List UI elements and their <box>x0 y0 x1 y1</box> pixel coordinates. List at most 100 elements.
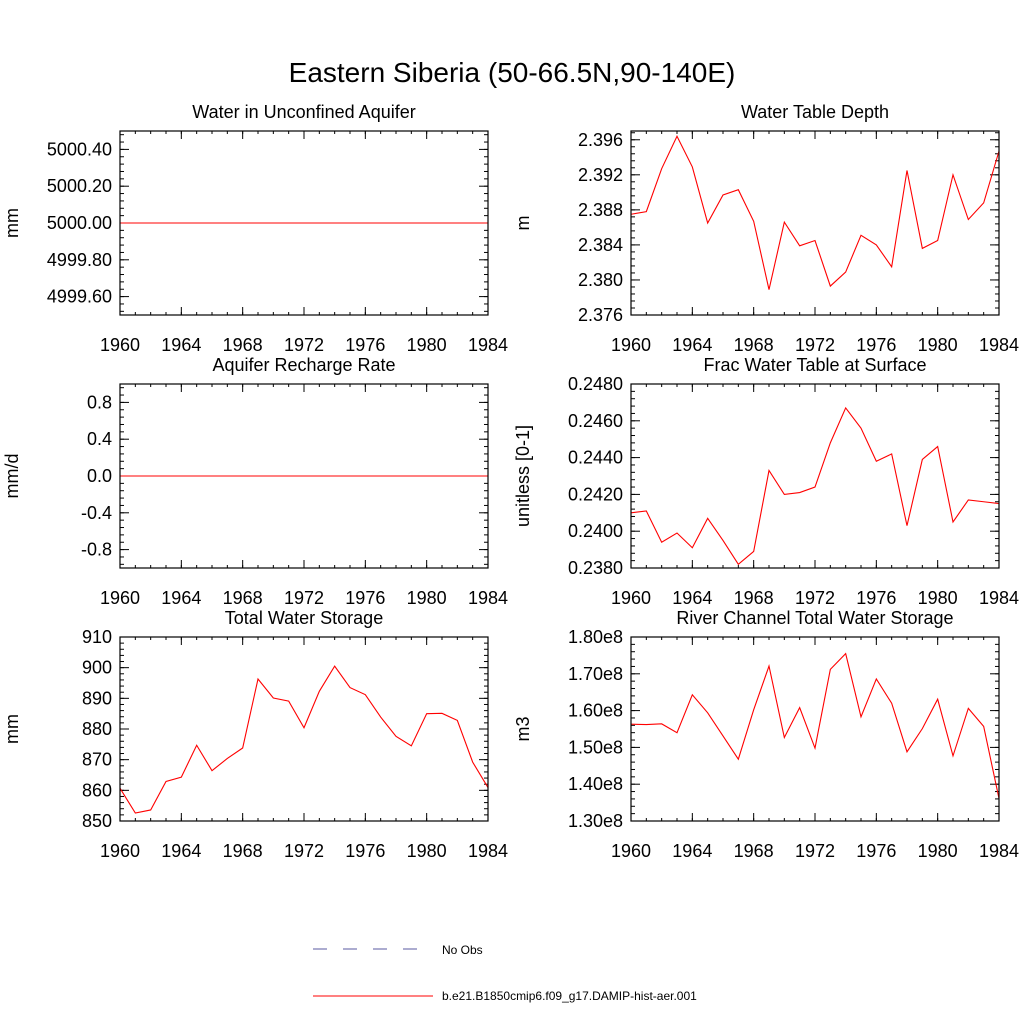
y-tick-label: 1.80e8 <box>568 627 623 647</box>
panel-4: Frac Water Table at Surface unitless [0-1… <box>513 355 1019 608</box>
y-tick-label: 4999.60 <box>47 287 112 307</box>
x-tick-label: 1968 <box>223 588 263 608</box>
y-tick-label: 1.70e8 <box>568 664 623 684</box>
x-tick-label: 1960 <box>611 335 651 355</box>
x-tick-label: 1972 <box>284 841 324 861</box>
panel-6: River Channel Total Water Storage m3 1960 1… <box>513 608 1019 861</box>
plot-frame <box>630 383 1000 569</box>
y-tick-label: 4999.80 <box>47 250 112 270</box>
x-tick-label: 1960 <box>611 841 651 861</box>
y-tick-label: 2.380 <box>578 270 623 290</box>
y-tick-label: 850 <box>82 811 112 831</box>
legend: No Obs b.e21.B1850cmip6.f09_g17.DAMIP-hi… <box>313 943 697 1003</box>
y-axis-label: m3 <box>513 716 533 741</box>
x-tick-label: 1976 <box>345 335 385 355</box>
x-tick-label: 1980 <box>407 841 447 861</box>
y-tick-label: 1.40e8 <box>568 774 623 794</box>
panel-5: Total Water Storage mm 1960 1964 1968 1972 197… <box>2 608 508 861</box>
x-tick-label: 1968 <box>734 588 774 608</box>
x-tick-label: 1984 <box>979 841 1019 861</box>
x-tick-label: 1984 <box>979 335 1019 355</box>
x-tick-label: 1964 <box>161 335 201 355</box>
y-tick-label: 0.2400 <box>568 521 623 541</box>
y-tick-label: 5000.40 <box>47 139 112 159</box>
legend-label-model: b.e21.B1850cmip6.f09_g17.DAMIP-hist-aer.… <box>442 989 697 1003</box>
y-tick-label: 1.60e8 <box>568 701 623 721</box>
series-line <box>119 665 489 814</box>
y-tick-label: 0.2460 <box>568 411 623 431</box>
panel-title: Water in Unconfined Aquifer <box>192 102 415 122</box>
plot-frame <box>630 130 1000 316</box>
y-tick-label: 2.396 <box>578 130 623 150</box>
panel-1: Water in Unconfined Aquifer mm 1960 1964 196… <box>2 102 508 355</box>
x-tick-label: 1984 <box>468 335 508 355</box>
x-tick-label: 1976 <box>856 841 896 861</box>
y-tick-label: 900 <box>82 658 112 678</box>
panel-title: Aquifer Recharge Rate <box>212 355 395 375</box>
y-axis-label: m <box>513 216 533 231</box>
figure-title: Eastern Siberia (50-66.5N,90-140E) <box>289 57 736 88</box>
x-tick-label: 1980 <box>918 335 958 355</box>
x-tick-label: 1972 <box>795 588 835 608</box>
x-tick-label: 1972 <box>284 588 324 608</box>
x-tick-label: 1964 <box>672 588 712 608</box>
panels: Water in Unconfined Aquifer mm 1960 1964 196… <box>2 102 1019 861</box>
plot-frame <box>630 636 1000 822</box>
panel-title: Water Table Depth <box>741 102 889 122</box>
y-tick-label: 870 <box>82 750 112 770</box>
panel-title: Total Water Storage <box>225 608 383 628</box>
x-tick-label: 1980 <box>918 841 958 861</box>
x-tick-label: 1968 <box>223 335 263 355</box>
panel-2: Water Table Depth m 1960 1964 1968 1972 1976 19… <box>513 102 1019 355</box>
x-tick-label: 1964 <box>161 841 201 861</box>
y-tick-label: 2.376 <box>578 305 623 325</box>
x-tick-label: 1976 <box>345 841 385 861</box>
x-tick-label: 1972 <box>284 335 324 355</box>
y-axis-label: unitless [0-1] <box>513 425 533 527</box>
series-line <box>630 406 1000 566</box>
x-tick-label: 1984 <box>468 841 508 861</box>
x-tick-label: 1984 <box>979 588 1019 608</box>
x-tick-label: 1980 <box>407 335 447 355</box>
y-tick-label: 2.384 <box>578 235 623 255</box>
y-tick-label: 2.388 <box>578 200 623 220</box>
y-axis-label: mm <box>2 714 22 744</box>
x-tick-label: 1960 <box>611 588 651 608</box>
x-tick-label: 1972 <box>795 335 835 355</box>
y-tick-label: 910 <box>82 627 112 647</box>
x-tick-label: 1976 <box>856 588 896 608</box>
x-tick-label: 1980 <box>407 588 447 608</box>
plot-frame <box>119 383 489 569</box>
series-line <box>630 135 1000 290</box>
y-tick-label: 0.2380 <box>568 558 623 578</box>
plot-frame <box>119 636 489 822</box>
y-axis-label: mm <box>2 208 22 238</box>
y-tick-label: -0.4 <box>81 503 112 523</box>
y-tick-label: 860 <box>82 780 112 800</box>
y-tick-label: 0.8 <box>87 392 112 412</box>
legend-label-no-obs: No Obs <box>442 943 483 957</box>
y-tick-label: 890 <box>82 688 112 708</box>
x-tick-label: 1960 <box>100 841 140 861</box>
x-tick-label: 1964 <box>161 588 201 608</box>
plot-frame <box>119 130 489 316</box>
x-tick-label: 1960 <box>100 588 140 608</box>
y-tick-label: 5000.20 <box>47 176 112 196</box>
y-tick-label: 2.392 <box>578 165 623 185</box>
x-tick-label: 1968 <box>734 335 774 355</box>
y-tick-label: 1.50e8 <box>568 737 623 757</box>
y-tick-label: 0.2480 <box>568 374 623 394</box>
y-tick-label: 880 <box>82 719 112 739</box>
x-tick-label: 1972 <box>795 841 835 861</box>
x-tick-label: 1980 <box>918 588 958 608</box>
x-tick-label: 1976 <box>345 588 385 608</box>
x-tick-label: 1976 <box>856 335 896 355</box>
y-tick-label: 1.30e8 <box>568 811 623 831</box>
y-tick-label: 0.0 <box>87 466 112 486</box>
series-line <box>630 652 1000 799</box>
x-tick-label: 1968 <box>734 841 774 861</box>
x-tick-label: 1968 <box>223 841 263 861</box>
y-axis-label: mm/d <box>2 454 22 499</box>
